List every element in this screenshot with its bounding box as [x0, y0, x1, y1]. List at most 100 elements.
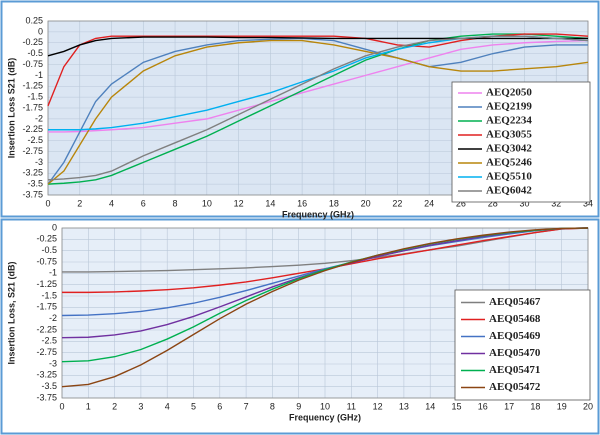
y-tick-label: -2.25 — [22, 124, 43, 134]
series-line — [47, 36, 588, 57]
x-tick-label: 9 — [296, 401, 301, 411]
y-tick-label: -2.25 — [36, 324, 57, 334]
legend-box — [451, 81, 591, 203]
y-tick-label: -3.5 — [41, 381, 57, 391]
legend-label: AEQ3042 — [486, 143, 532, 155]
x-tick-label: 32 — [551, 198, 561, 208]
y-axis-title: Insertion Loss S21 (dB) — [6, 58, 16, 159]
legend-label: AEQ05470 — [489, 347, 541, 359]
y-tick-label: -0.5 — [41, 245, 57, 255]
x-tick-label: 26 — [456, 198, 466, 208]
legend-label: AEQ05467 — [489, 296, 541, 308]
legend-label: AEQ5510 — [486, 171, 532, 183]
series-line — [48, 39, 589, 133]
x-tick-label: 4 — [165, 401, 170, 411]
x-tick-label: 22 — [392, 198, 402, 208]
x-tick-label: 4 — [109, 198, 114, 208]
y-tick-label: 0 — [52, 222, 57, 232]
y-tick-label: -3 — [49, 358, 57, 368]
series-line — [47, 37, 588, 185]
legend-label: AEQ3055 — [486, 129, 532, 141]
x-tick-label: 11 — [347, 401, 356, 411]
legend-label: AEQ05472 — [489, 381, 541, 393]
y-tick-label: -3.75 — [22, 189, 43, 199]
legend-label: AEQ05468 — [489, 313, 541, 325]
legend-label: AEQ2050 — [486, 87, 532, 99]
x-axis-title: Frequency (GHz) — [289, 412, 361, 422]
x-tick-label: 30 — [519, 198, 529, 208]
legend-label: AEQ2199 — [486, 101, 532, 113]
x-tick-label: 5 — [191, 401, 196, 411]
series-line — [61, 227, 589, 388]
x-tick-label: 16 — [478, 401, 488, 411]
y-tick-label: -1.25 — [22, 81, 43, 91]
x-tick-label: 3 — [138, 401, 143, 411]
y-tick-label: 0 — [38, 26, 43, 36]
legend-label: AEQ05469 — [489, 330, 541, 342]
y-tick-label: -2.75 — [22, 146, 43, 156]
y-axis-title: Insertion Loss, S21 (dB) — [6, 261, 16, 364]
y-tick-label: -1.75 — [22, 102, 43, 112]
y-tick-label: -2.5 — [27, 135, 43, 145]
y-tick-label: -1 — [49, 268, 57, 278]
x-tick-label: 0 — [59, 401, 64, 411]
x-tick-label: 2 — [112, 401, 117, 411]
x-tick-label: 18 — [530, 401, 540, 411]
series-line — [47, 33, 589, 185]
y-tick-label: -1.5 — [27, 92, 43, 102]
x-axis-title: Frequency (GHz) — [282, 209, 354, 219]
legend-label: AEQ05471 — [489, 364, 540, 376]
y-tick-label: -1 — [35, 70, 43, 80]
x-tick-label: 7 — [244, 401, 249, 411]
y-tick-label: -0.75 — [22, 59, 43, 69]
y-tick-label: -1.75 — [36, 302, 57, 312]
y-tick-label: -1.25 — [36, 279, 57, 289]
x-tick-label: 6 — [217, 401, 222, 411]
x-tick-label: 12 — [373, 401, 383, 411]
x-tick-label: 2 — [77, 198, 82, 208]
y-tick-label: -2.75 — [36, 347, 57, 357]
y-tick-label: -0.25 — [36, 234, 57, 244]
y-tick-label: -1.5 — [41, 290, 57, 300]
x-tick-label: 20 — [583, 401, 593, 411]
y-tick-label: -2 — [49, 313, 57, 323]
x-tick-label: 8 — [270, 401, 275, 411]
y-tick-label: -3.5 — [27, 179, 43, 189]
series-line — [47, 35, 589, 181]
x-tick-label: 20 — [361, 198, 371, 208]
y-tick-label: 0.25 — [25, 15, 43, 25]
legend-label: AEQ5246 — [486, 157, 532, 169]
x-tick-label: 34 — [583, 198, 593, 208]
x-tick-label: 6 — [141, 198, 146, 208]
x-tick-label: 13 — [399, 401, 409, 411]
x-tick-label: 0 — [45, 198, 50, 208]
x-tick-label: 15 — [451, 401, 461, 411]
y-tick-label: -3.75 — [36, 392, 57, 402]
y-tick-label: -0.5 — [27, 48, 43, 58]
x-tick-label: 10 — [202, 198, 212, 208]
series-line — [47, 39, 589, 185]
x-tick-label: 17 — [504, 401, 514, 411]
x-tick-label: 24 — [424, 198, 434, 208]
x-tick-label: 14 — [425, 401, 435, 411]
legend-label: AEQ6042 — [486, 185, 532, 197]
y-tick-label: -3.25 — [22, 168, 43, 178]
x-tick-label: 18 — [329, 198, 339, 208]
y-tick-label: -3 — [35, 157, 43, 167]
x-tick-label: 1 — [86, 401, 91, 411]
x-tick-label: 12 — [234, 198, 244, 208]
legend-box — [454, 289, 591, 401]
y-tick-label: -0.25 — [22, 37, 43, 47]
legend-label: AEQ2234 — [486, 115, 532, 127]
x-tick-label: 28 — [488, 198, 498, 208]
x-tick-label: 19 — [557, 401, 567, 411]
x-tick-label: 10 — [320, 401, 330, 411]
x-tick-label: 8 — [173, 198, 178, 208]
y-tick-label: -2.5 — [41, 336, 57, 346]
y-tick-label: -2 — [35, 113, 43, 123]
x-tick-label: 16 — [297, 198, 307, 208]
y-tick-label: -0.75 — [36, 256, 57, 266]
series-line — [61, 227, 589, 317]
